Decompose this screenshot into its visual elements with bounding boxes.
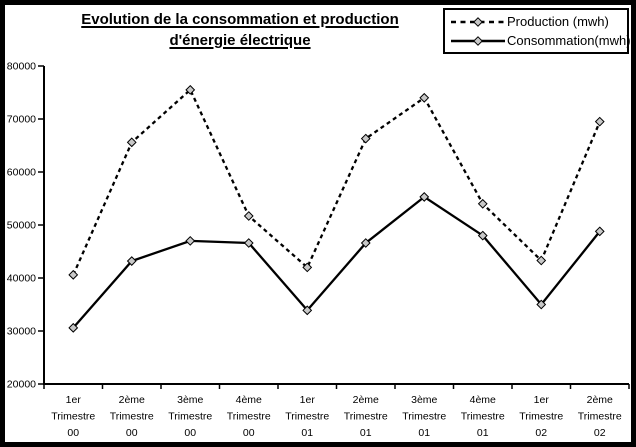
x-axis-label: Trimestre (168, 411, 212, 423)
production-data-point-marker (185, 84, 196, 95)
x-axis-label: Trimestre (51, 411, 95, 423)
x-axis-label: 4ème (470, 394, 496, 406)
consommation-data-point-marker (360, 238, 371, 248)
legend-item-production: Production (mwh) (450, 12, 624, 31)
legend-label-production: Production (mwh) (507, 14, 609, 29)
chart-title-line-2: d'énergie électrique (169, 32, 311, 49)
consommation-solid-line-sample-icon (451, 35, 505, 46)
x-axis-label: 1er (66, 394, 82, 406)
production-data-point-marker (243, 211, 254, 221)
y-axis-label: 30000 (7, 326, 36, 338)
x-axis-label: 2ème (353, 394, 379, 406)
x-axis-label: 2ème (587, 394, 613, 406)
x-axis-label: Trimestre (227, 411, 271, 423)
x-axis-label: Trimestre (578, 411, 622, 423)
x-axis-label: Trimestre (519, 411, 563, 423)
production-data-point-marker (302, 262, 313, 273)
production-data-point-marker (68, 269, 79, 280)
x-axis-label: 01 (418, 427, 430, 439)
x-axis-label: Trimestre (402, 411, 446, 423)
legend-item-consommation: Consommation(mwh) (450, 31, 631, 50)
consommation-data-point-marker (594, 226, 605, 237)
x-axis-label: 1er (534, 394, 550, 406)
consommation-data-point-marker (243, 238, 254, 248)
x-axis-label: 00 (67, 427, 79, 439)
chart-title: Evolution de la consommation et producti… (40, 9, 440, 51)
x-axis-label: Trimestre (285, 411, 329, 423)
consommation-data-point-marker (126, 256, 137, 266)
production-data-point-marker (477, 198, 488, 209)
x-axis-label: 01 (360, 427, 372, 439)
y-axis-label: 20000 (7, 379, 36, 391)
production-line (72, 87, 601, 276)
x-axis-label: 00 (243, 427, 255, 439)
production-data-point-marker (360, 133, 371, 144)
x-axis-label: 01 (477, 427, 489, 439)
x-axis-label: 00 (126, 427, 138, 439)
x-axis-label: 3ème (177, 394, 203, 406)
x-axis-label: 3ème (411, 394, 437, 406)
consommation-data-point-marker (419, 192, 430, 202)
x-axis-label: 1er (300, 394, 316, 406)
consommation-line (72, 195, 601, 329)
consommation-data-point-marker (185, 235, 196, 246)
x-axis-label: Trimestre (344, 411, 388, 423)
production-data-point-marker (419, 92, 430, 103)
consommation-data-point-marker (302, 305, 313, 316)
x-axis-label: 00 (184, 427, 196, 439)
production-data-point-marker (536, 255, 547, 266)
x-axis-label: 2ème (119, 394, 145, 406)
consommation-data-point-marker (477, 230, 488, 241)
production-data-point-marker (594, 116, 605, 127)
y-axis-label: 80000 (7, 61, 36, 73)
x-axis-label: Trimestre (110, 411, 154, 423)
x-axis-label: 02 (594, 427, 606, 439)
x-axis-label: 4ème (236, 394, 262, 406)
x-axis-label: Trimestre (461, 411, 505, 423)
y-axis-label: 40000 (7, 273, 36, 285)
production-dashed-line-sample-icon (451, 16, 505, 27)
legend: Production (mwh) Consommation(mwh) (443, 8, 631, 54)
production-data-point-marker (126, 137, 137, 148)
consommation-data-point-marker (536, 299, 547, 310)
chart-title-line-1: Evolution de la consommation et producti… (81, 11, 399, 28)
x-axis-label: 01 (301, 427, 313, 439)
y-axis-label: 50000 (7, 220, 36, 232)
x-axis-label: 02 (535, 427, 547, 439)
y-axis-label: 60000 (7, 167, 36, 179)
consommation-data-point-marker (68, 322, 79, 333)
legend-label-consommation: Consommation(mwh) (507, 33, 631, 48)
y-axis-label: 70000 (7, 114, 36, 126)
